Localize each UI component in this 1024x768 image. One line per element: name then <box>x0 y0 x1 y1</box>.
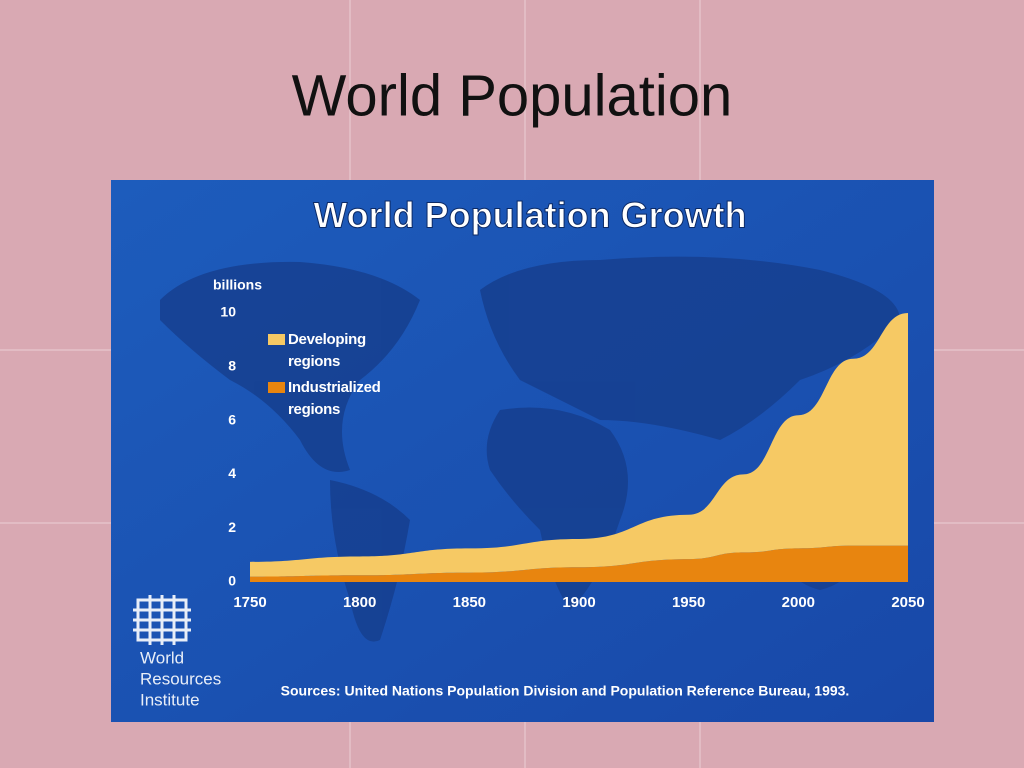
legend-swatch <box>268 382 285 393</box>
logo-line: Resources <box>140 669 221 688</box>
logo-line: Institute <box>140 690 200 709</box>
x-tick-label: 1850 <box>453 594 486 611</box>
y-tick-label: 0 <box>228 573 236 589</box>
y-axis-label: billions <box>213 277 262 293</box>
y-tick-label: 8 <box>228 358 236 374</box>
x-tick-label: 2050 <box>891 594 924 611</box>
logo-icon <box>133 595 191 645</box>
area <box>250 313 908 577</box>
area <box>250 545 908 582</box>
y-tick-label: 10 <box>220 304 236 320</box>
x-tick-label: 2000 <box>782 594 815 611</box>
slide-title: World Population <box>292 63 733 128</box>
x-tick-label: 1800 <box>343 594 376 611</box>
legend-swatch <box>268 334 285 345</box>
axes: 0 2 4 6 8 10 1750 1800 1850 1900 1950 2000 2050 <box>220 304 924 611</box>
x-tick-label: 1950 <box>672 594 705 611</box>
chart-title: World Population Growth <box>313 195 746 236</box>
y-tick-label: 4 <box>228 465 236 481</box>
logo-line: World <box>140 648 184 667</box>
x-tick-label: 1750 <box>233 594 266 611</box>
y-tick-label: 2 <box>228 519 236 535</box>
y-tick-label: 6 <box>228 411 236 427</box>
legend-label: Industrialized regions <box>288 379 381 418</box>
legend-label: Developing regions <box>288 331 366 370</box>
x-tick-label: 1900 <box>562 594 595 611</box>
source-note: Sources: United Nations Population Divis… <box>281 683 850 699</box>
